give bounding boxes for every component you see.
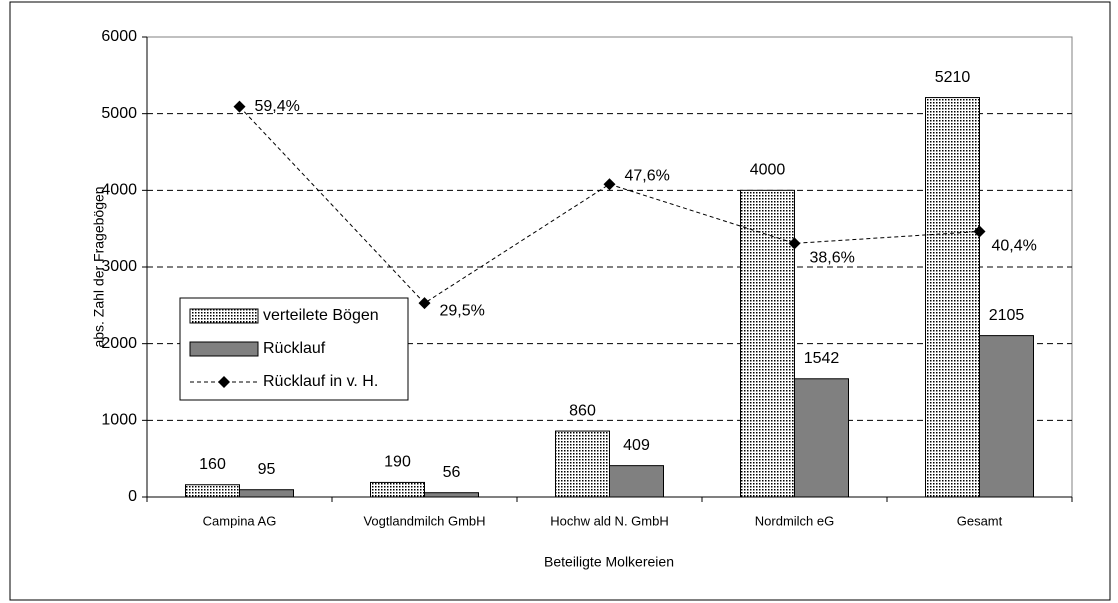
data-label: 47,6% [625, 167, 670, 184]
y-axis-title: abs. Zahl der Fragebögen [91, 186, 107, 347]
legend-swatch [189, 308, 259, 324]
legend-label: Rücklauf [263, 340, 326, 357]
data-label: 1542 [804, 350, 840, 367]
y-tick-label: 6000 [101, 28, 137, 45]
legend-swatch [189, 341, 259, 357]
legend-label: Rücklauf in v. H. [263, 373, 378, 390]
data-label: 190 [384, 454, 411, 471]
data-label: 4000 [750, 162, 786, 179]
data-label: 160 [199, 456, 226, 473]
y-tick-label: 3000 [101, 258, 137, 275]
bar [370, 481, 425, 498]
marker [788, 237, 801, 250]
x-tick-label: Hochw ald N. GmbH [550, 513, 668, 528]
data-label: 59,4% [255, 98, 300, 115]
y-tick-label: 5000 [101, 105, 137, 122]
legend-label: verteilete Bögen [263, 307, 379, 324]
bar [555, 430, 610, 498]
marker [233, 100, 246, 113]
x-tick-label: Gesamt [957, 513, 1003, 528]
legend-swatch [218, 376, 230, 388]
bar [424, 492, 479, 498]
marker [418, 297, 431, 310]
y-tick-label: 1000 [101, 412, 137, 429]
data-label: 860 [569, 402, 596, 419]
data-label: 5210 [935, 69, 971, 86]
data-label: 95 [258, 461, 276, 478]
bar [740, 189, 795, 498]
x-tick-label: Vogtlandmilch GmbH [363, 513, 485, 528]
bar [794, 378, 849, 498]
data-label: 38,6% [810, 250, 855, 267]
bar [239, 489, 294, 498]
bar [925, 97, 980, 498]
data-label: 40,4% [992, 238, 1037, 255]
x-tick-label: Campina AG [203, 513, 277, 528]
data-label: 2105 [989, 307, 1025, 324]
y-tick-label: 2000 [101, 335, 137, 352]
y-tick-label: 0 [128, 488, 137, 505]
data-label: 29,5% [440, 302, 485, 319]
bar [609, 465, 664, 498]
x-tick-label: Nordmilch eG [755, 513, 834, 528]
bar [185, 484, 240, 498]
x-axis-title: Beteiligte Molkereien [544, 554, 674, 570]
data-label: 56 [443, 464, 461, 481]
bar [979, 335, 1034, 498]
marker [973, 225, 986, 238]
marker [603, 178, 616, 191]
line [239, 106, 980, 304]
y-tick-label: 4000 [101, 182, 137, 199]
data-label: 409 [623, 437, 650, 454]
frame [9, 1, 1111, 601]
